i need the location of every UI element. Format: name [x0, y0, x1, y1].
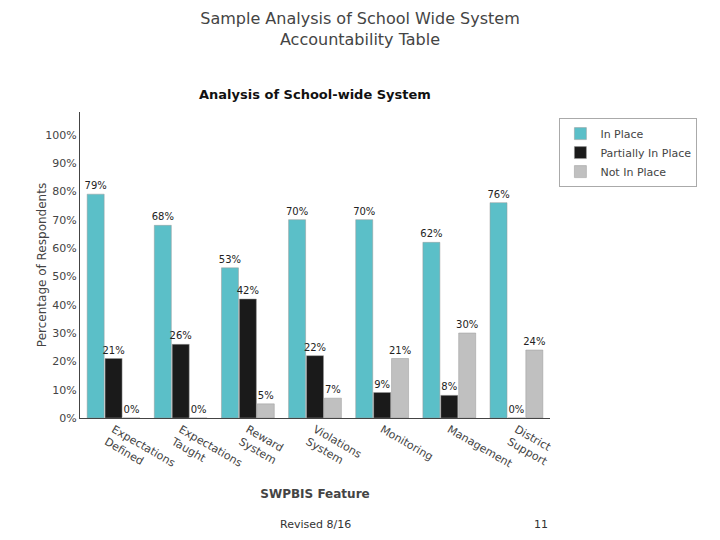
- svg-text:26%: 26%: [170, 330, 192, 341]
- svg-text:DistrictSupport: DistrictSupport: [505, 423, 557, 469]
- svg-text:ViolationsSystem: ViolationsSystem: [304, 423, 364, 474]
- svg-text:5%: 5%: [258, 390, 274, 401]
- svg-text:70%: 70%: [353, 206, 375, 217]
- svg-text:ExpectationsDefined: ExpectationsDefined: [102, 423, 177, 482]
- svg-text:20%: 20%: [52, 355, 76, 368]
- svg-text:42%: 42%: [237, 285, 259, 296]
- svg-text:RewardSystem: RewardSystem: [236, 423, 285, 467]
- svg-text:62%: 62%: [420, 228, 442, 239]
- svg-text:10%: 10%: [52, 384, 76, 397]
- svg-text:70%: 70%: [286, 206, 308, 217]
- svg-text:90%: 90%: [52, 157, 76, 170]
- svg-text:Analysis of School-wide System: Analysis of School-wide System: [199, 87, 431, 102]
- svg-text:22%: 22%: [304, 342, 326, 353]
- svg-text:8%: 8%: [441, 381, 457, 392]
- svg-text:Not In Place: Not In Place: [600, 166, 666, 179]
- svg-text:0%: 0%: [191, 404, 207, 415]
- svg-text:30%: 30%: [456, 319, 478, 330]
- svg-text:30%: 30%: [52, 327, 76, 340]
- svg-text:79%: 79%: [85, 180, 107, 191]
- svg-text:Sample Analysis of School Wide: Sample Analysis of School Wide SystemAcc…: [200, 9, 519, 49]
- svg-text:Management: Management: [445, 423, 515, 471]
- svg-text:In Place: In Place: [600, 128, 643, 141]
- svg-text:80%: 80%: [52, 185, 76, 198]
- svg-text:70%: 70%: [52, 214, 76, 227]
- svg-text:0%: 0%: [124, 404, 140, 415]
- svg-text:40%: 40%: [52, 299, 76, 312]
- svg-text:0%: 0%: [59, 412, 76, 425]
- svg-text:21%: 21%: [389, 345, 411, 356]
- svg-text:ExpectationsTaught: ExpectationsTaught: [168, 422, 244, 482]
- svg-text:50%: 50%: [52, 270, 76, 283]
- svg-text:21%: 21%: [102, 345, 124, 356]
- svg-text:SWPBIS Feature: SWPBIS Feature: [260, 487, 369, 501]
- svg-text:Monitoring: Monitoring: [378, 423, 435, 464]
- svg-text:Revised 8/16: Revised 8/16: [280, 518, 351, 531]
- svg-text:Percentage of Respondents: Percentage of Respondents: [35, 183, 49, 347]
- svg-text:100%: 100%: [45, 129, 76, 142]
- svg-text:11: 11: [534, 518, 548, 531]
- svg-text:68%: 68%: [152, 211, 174, 222]
- svg-text:7%: 7%: [325, 384, 341, 395]
- svg-text:60%: 60%: [52, 242, 76, 255]
- svg-text:0%: 0%: [508, 404, 524, 415]
- svg-text:76%: 76%: [487, 189, 509, 200]
- svg-text:53%: 53%: [219, 254, 241, 265]
- svg-text:Partially In Place: Partially In Place: [600, 147, 691, 160]
- svg-text:9%: 9%: [374, 379, 390, 390]
- svg-text:24%: 24%: [523, 336, 545, 347]
